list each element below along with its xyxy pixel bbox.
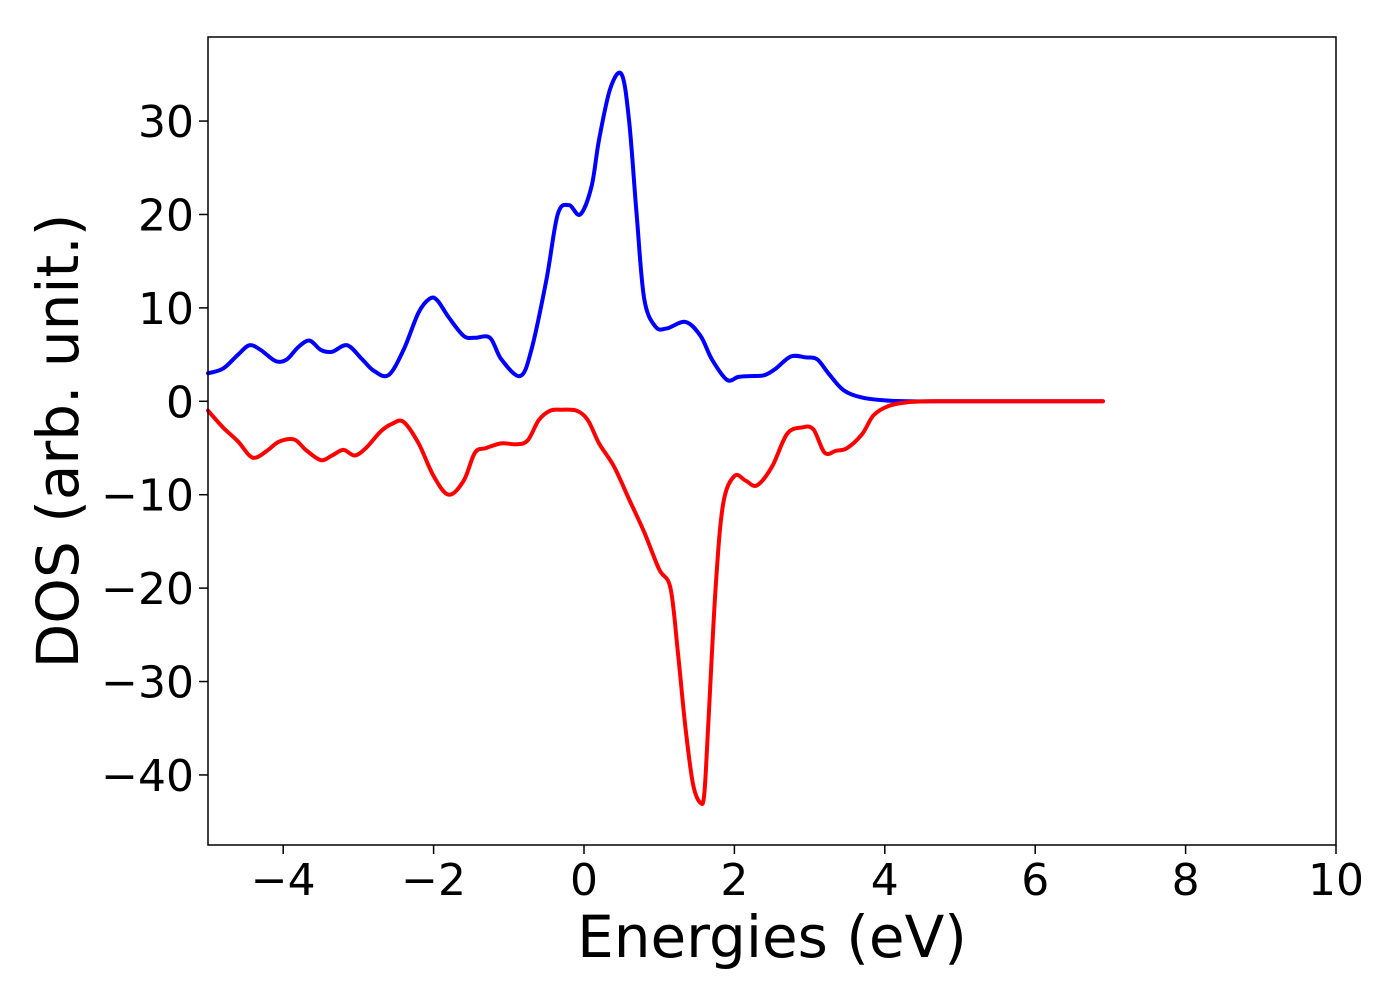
y-tick-label: −10 xyxy=(101,471,194,522)
dos-spin-up-line xyxy=(206,70,1105,404)
y-tick-label: −20 xyxy=(101,564,194,615)
x-tick-label: −4 xyxy=(251,855,316,906)
x-tick-label: −2 xyxy=(401,855,466,906)
x-tick-label: 0 xyxy=(570,855,598,906)
y-tick-label: 0 xyxy=(166,377,194,428)
x-axis-label: Energies (eV) xyxy=(577,903,967,971)
y-tick-label: 10 xyxy=(138,284,194,335)
y-tick-label: 20 xyxy=(138,190,194,241)
plot-frame xyxy=(207,36,1337,846)
y-axis-label: DOS (arb. unit.) xyxy=(24,214,92,669)
y-tick-label: −30 xyxy=(101,658,194,709)
series-layer xyxy=(206,70,1105,806)
y-tick-label: 30 xyxy=(138,97,194,148)
y-tick-label: −40 xyxy=(101,751,194,802)
y-axis: −40 −30 −20 −10 0 10 20 30 xyxy=(101,97,208,802)
x-tick-label: 4 xyxy=(871,855,899,906)
x-tick-label: 10 xyxy=(1308,855,1364,906)
x-tick-label: 8 xyxy=(1172,855,1200,906)
dos-spin-down-line xyxy=(206,399,1105,806)
x-tick-label: 2 xyxy=(720,855,748,906)
x-tick-label: 6 xyxy=(1021,855,1049,906)
x-axis: −4 −2 0 2 4 6 8 10 xyxy=(251,845,1364,906)
